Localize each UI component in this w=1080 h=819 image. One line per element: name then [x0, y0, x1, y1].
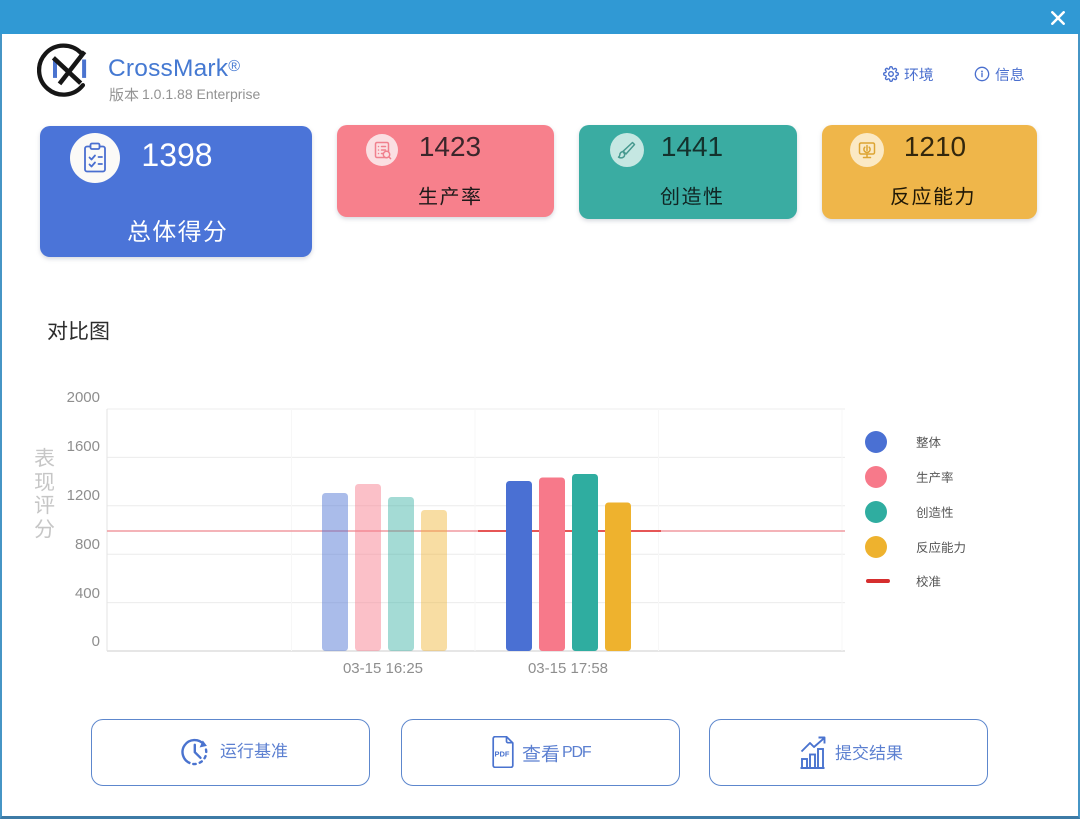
svg-text:PDF: PDF — [495, 750, 510, 759]
